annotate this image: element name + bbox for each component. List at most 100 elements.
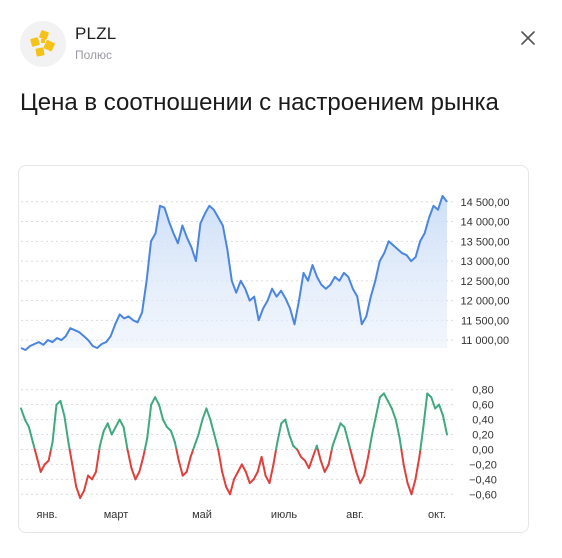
sentiment-segment	[213, 433, 220, 451]
sentiment-segment	[398, 437, 403, 451]
sentiment-segment	[236, 463, 243, 473]
sentiment-segment	[296, 448, 303, 458]
sentiment-segment	[402, 463, 409, 485]
sentiment-segment	[79, 489, 86, 499]
sentiment-segment	[382, 392, 389, 402]
sentiment-segment	[400, 448, 405, 466]
sentiment-segment	[422, 392, 429, 429]
sentiment-segment	[347, 441, 352, 451]
sentiment-segment	[142, 448, 146, 458]
x-tick-label: янв.	[37, 509, 58, 521]
sentiment-segment	[193, 433, 200, 447]
sentiment-segment	[351, 455, 358, 473]
sentiment-segment	[75, 485, 82, 499]
sentiment-segment	[323, 463, 330, 473]
sentiment-segment	[229, 478, 235, 496]
price-sentiment-chart: 14 500,00 14 000,00 13 500,00 13 000,00 12 5…	[20, 194, 510, 521]
sentiment-segment	[162, 418, 168, 429]
price-series-line	[20, 194, 448, 351]
sentiment-segment	[177, 459, 184, 477]
sentiment-segment	[419, 426, 425, 451]
sentiment-segment	[173, 441, 178, 451]
sentiment-segment	[430, 396, 437, 410]
sentiment-tick-label: −0,60	[469, 489, 497, 501]
sentiment-segment	[63, 414, 70, 443]
sentiment-segment	[169, 429, 176, 443]
sentiment-segment	[197, 418, 204, 436]
sentiment-segment	[335, 422, 342, 436]
sentiment-segment	[71, 463, 78, 488]
x-tick-label: окт.	[428, 509, 446, 521]
sentiment-segment	[83, 474, 90, 492]
polyus-logo-icon	[20, 21, 66, 67]
sentiment-segment	[260, 455, 267, 477]
sentiment-line	[20, 392, 448, 499]
sentiment-segment	[130, 467, 137, 481]
price-tick-label: 13 500,00	[461, 236, 510, 248]
price-tick-label: 14 500,00	[461, 197, 510, 209]
instrument-header: PLZL Полюс	[20, 18, 542, 72]
sentiment-segment	[327, 448, 333, 466]
sentiment-segment	[410, 478, 417, 496]
sentiment-segment	[349, 448, 354, 458]
sentiment-segment	[221, 470, 228, 488]
sentiment-segment	[201, 407, 208, 421]
sentiment-segment	[343, 426, 350, 443]
sentiment-segment	[23, 418, 30, 429]
company-name: Полюс	[75, 48, 113, 62]
sentiment-segment	[27, 426, 34, 443]
sentiment-segment	[319, 459, 326, 473]
sentiment-segment	[276, 422, 283, 443]
sentiment-segment	[138, 455, 145, 473]
sentiment-segment	[51, 403, 58, 443]
sentiment-segment	[67, 441, 71, 451]
x-axis: янв. март май июль авг. окт.	[37, 509, 446, 521]
sentiment-segment	[98, 429, 105, 447]
sentiment-segment	[146, 403, 153, 440]
sentiment-segment	[304, 459, 310, 470]
x-tick-label: май	[192, 509, 212, 521]
sentiment-segment	[126, 448, 133, 470]
sentiment-segment	[217, 448, 224, 473]
sentiment-segment	[288, 433, 295, 447]
sentiment-tick-label: 0,40	[472, 415, 493, 427]
sentiment-segment	[94, 448, 101, 473]
sentiment-segment	[47, 448, 52, 462]
sentiment-segment	[35, 455, 42, 473]
sentiment-segment	[394, 418, 401, 440]
price-tick-label: 12 500,00	[461, 276, 510, 288]
sentiment-segment	[33, 448, 38, 458]
sentiment-segment	[91, 470, 97, 481]
sentiment-segment	[367, 448, 371, 458]
sentiment-segment	[134, 470, 141, 481]
close-button[interactable]	[514, 24, 542, 52]
ticker-symbol: PLZL	[75, 24, 117, 43]
sentiment-segment	[118, 418, 125, 429]
sentiment-tick-label: −0,20	[469, 459, 497, 471]
sentiment-segment	[154, 396, 161, 406]
sentiment-segment	[331, 433, 338, 447]
sentiment-tick-label: 0,00	[472, 444, 493, 456]
sentiment-segment	[418, 448, 422, 458]
x-tick-label: июль	[271, 509, 298, 521]
sentiment-segment	[268, 463, 275, 485]
price-tick-label: 13 000,00	[461, 256, 510, 268]
sentiment-tick-label: −0,40	[469, 474, 497, 486]
sentiment-segment	[414, 455, 421, 481]
sentiment-segment	[438, 403, 445, 417]
sentiment-segment	[175, 448, 180, 462]
sentiment-segment	[205, 407, 212, 421]
sentiment-segment	[406, 482, 413, 496]
price-y-axis: 14 500,00 14 000,00 13 500,00 13 000,00 12 5…	[461, 197, 510, 347]
price-tick-label: 12 000,00	[461, 296, 510, 308]
sentiment-segment	[114, 418, 121, 429]
sentiment-segment	[59, 399, 66, 417]
sentiment-segment	[240, 463, 247, 473]
sentiment-segment	[390, 407, 397, 421]
sentiment-segment	[158, 403, 164, 421]
x-tick-label: март	[104, 509, 129, 521]
sentiment-segment	[185, 455, 192, 473]
sentiment-segment	[311, 448, 317, 458]
sentiment-segment	[363, 455, 370, 477]
sentiment-segment	[31, 441, 36, 451]
